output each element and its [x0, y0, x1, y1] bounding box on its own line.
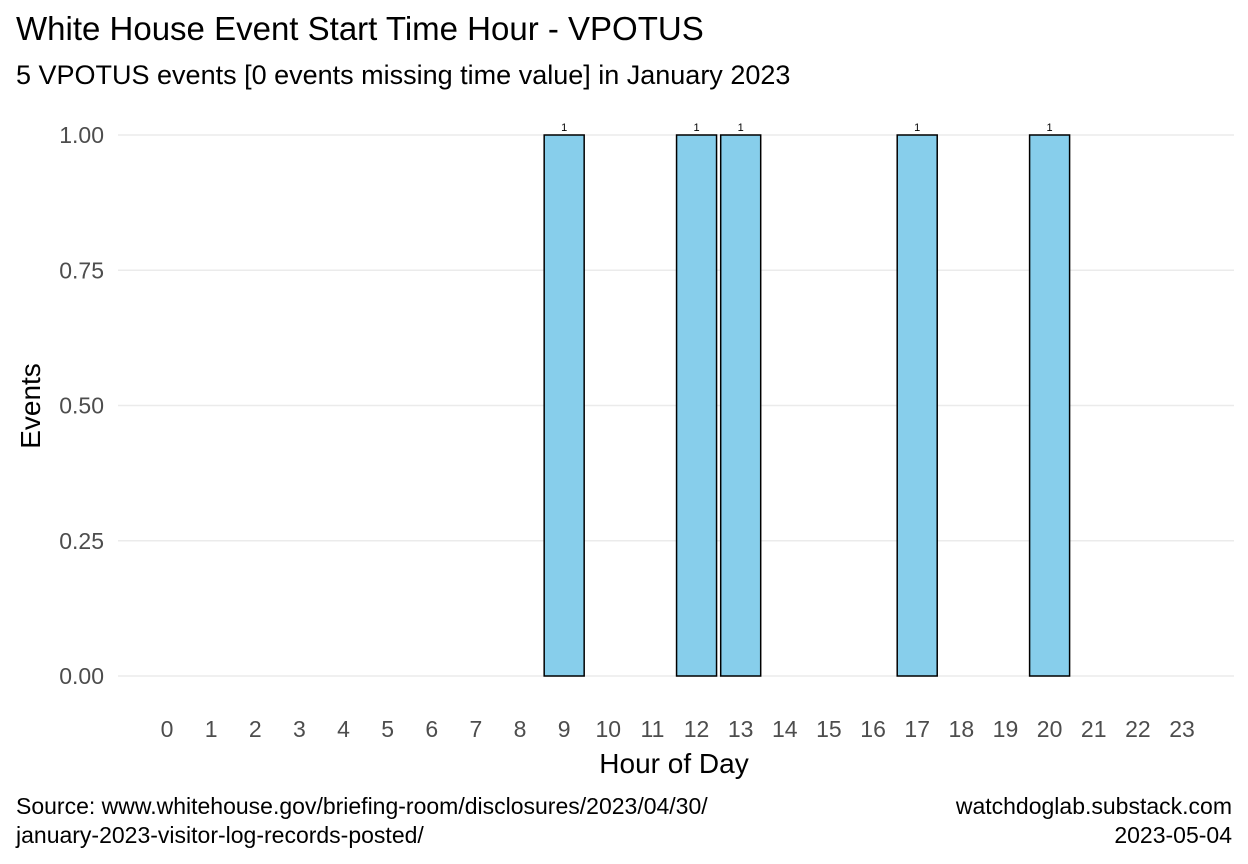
x-tick-label: 10 [596, 716, 622, 742]
y-tick-label: 0.50 [59, 393, 104, 419]
x-tick-label: 17 [904, 716, 930, 742]
bar [675, 134, 718, 677]
source-caption: Source: www.whitehouse.gov/briefing-room… [16, 792, 708, 850]
bars [543, 134, 1071, 677]
x-tick-label: 2 [249, 716, 262, 742]
y-tick-label: 1.00 [59, 122, 104, 148]
x-tick-label: 7 [470, 716, 483, 742]
x-axis-ticks: 0 1 2 3 4 5 6 7 8 9 10 11 12 13 14 15 16 17 18 19 20 21 22 23 [161, 716, 1195, 742]
x-axis-label: Hour of Day [599, 748, 748, 779]
x-tick-label: 6 [425, 716, 438, 742]
bar-value-label: 1 [561, 122, 567, 134]
x-tick-label: 20 [1037, 716, 1063, 742]
x-tick-label: 11 [640, 716, 664, 742]
chart-date: 2023-05-04 [1114, 822, 1232, 848]
credit-caption: watchdoglab.substack.com 2023-05-04 [956, 792, 1232, 850]
x-tick-label: 22 [1125, 716, 1151, 742]
bar [1028, 134, 1071, 677]
y-axis-label: Events [15, 363, 46, 449]
data-labels: 1 1 1 1 1 [561, 122, 1053, 134]
bar-value-label: 1 [914, 122, 920, 134]
x-tick-label: 14 [772, 716, 798, 742]
x-tick-label: 19 [993, 716, 1019, 742]
x-tick-label: 5 [381, 716, 394, 742]
x-tick-label: 3 [293, 716, 306, 742]
x-tick-label: 23 [1169, 716, 1195, 742]
x-tick-label: 13 [728, 716, 754, 742]
x-tick-label: 9 [558, 716, 571, 742]
bar-value-label: 1 [738, 122, 744, 134]
x-tick-label: 16 [860, 716, 886, 742]
x-tick-label: 12 [684, 716, 710, 742]
x-tick-label: 4 [337, 716, 350, 742]
source-line-2: january-2023-visitor-log-records-posted/ [16, 822, 424, 848]
y-axis-ticks: 0.00 0.25 0.50 0.75 1.00 [59, 122, 104, 689]
x-tick-label: 0 [161, 716, 174, 742]
x-tick-label: 18 [949, 716, 975, 742]
y-tick-label: 0.25 [59, 528, 104, 554]
site-credit: watchdoglab.substack.com [955, 793, 1232, 819]
chart-subtitle: 5 VPOTUS events [0 events missing time v… [16, 60, 791, 90]
bar [896, 134, 938, 677]
x-tick-label: 1 [205, 716, 218, 742]
chart-title: White House Event Start Time Hour - VPOT… [16, 10, 704, 47]
y-tick-label: 0.75 [59, 257, 104, 283]
y-tick-label: 0.00 [59, 663, 104, 689]
bar-value-label: 1 [693, 122, 699, 134]
bar-value-label: 1 [1047, 122, 1053, 134]
bar [719, 134, 762, 677]
x-tick-label: 8 [514, 716, 527, 742]
x-tick-label: 21 [1081, 716, 1107, 742]
source-line-1: Source: www.whitehouse.gov/briefing-room… [16, 793, 708, 819]
x-tick-label: 15 [816, 716, 842, 742]
bar [543, 134, 585, 677]
